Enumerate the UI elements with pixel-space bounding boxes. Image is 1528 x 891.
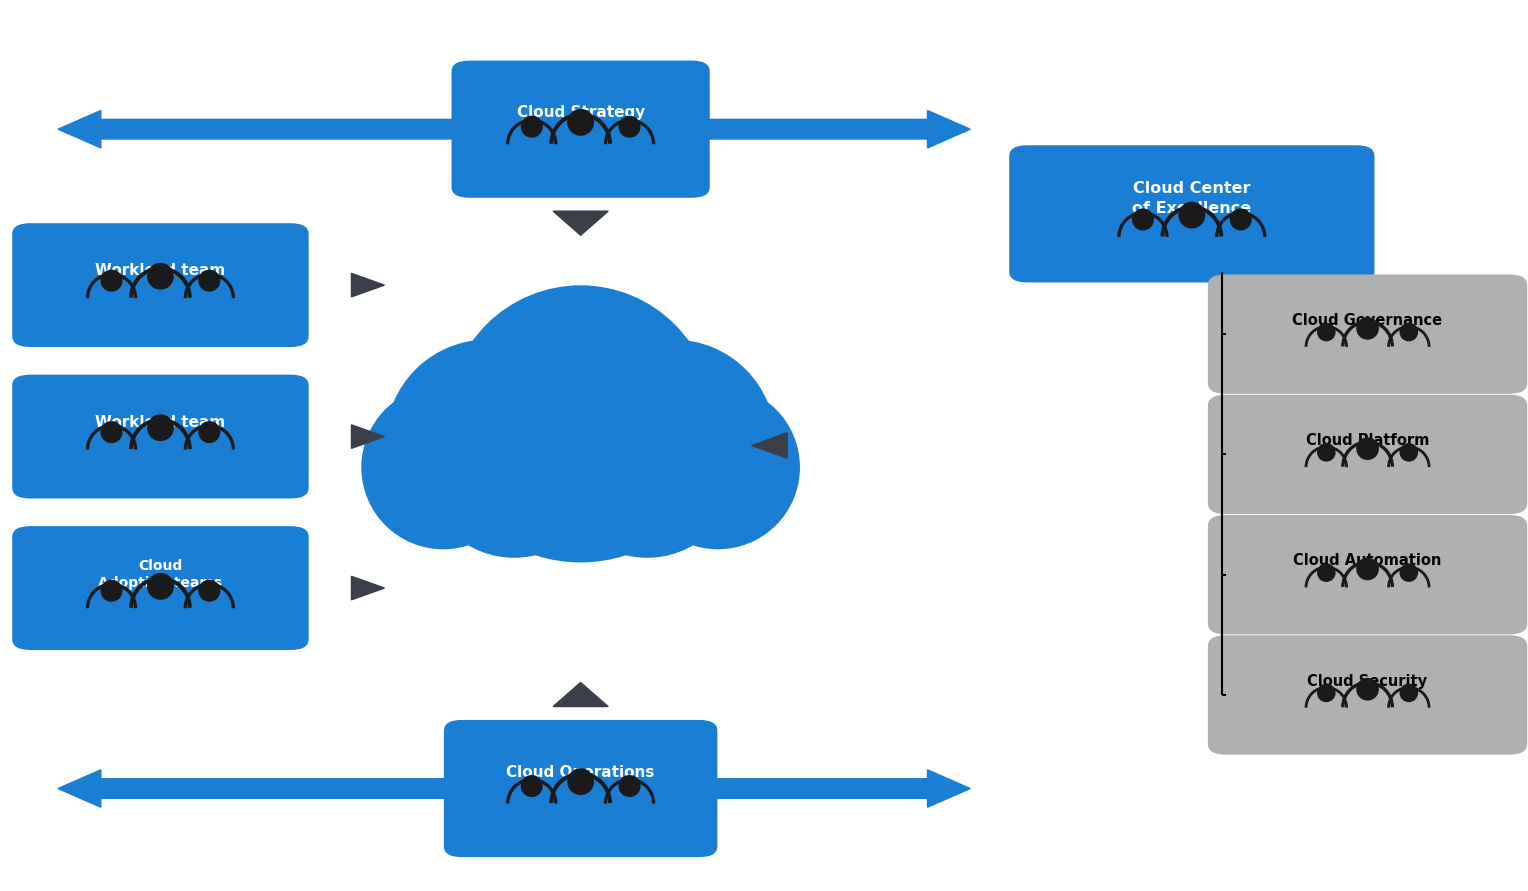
- Polygon shape: [351, 576, 385, 600]
- Ellipse shape: [619, 775, 640, 797]
- Ellipse shape: [1400, 323, 1418, 341]
- Ellipse shape: [1317, 563, 1335, 582]
- Ellipse shape: [101, 421, 122, 443]
- Ellipse shape: [429, 403, 599, 558]
- Ellipse shape: [521, 775, 542, 797]
- Ellipse shape: [1317, 323, 1335, 341]
- FancyBboxPatch shape: [12, 374, 309, 499]
- Ellipse shape: [1400, 443, 1418, 462]
- Ellipse shape: [199, 580, 220, 601]
- Text: Workload team: Workload team: [95, 414, 226, 429]
- Ellipse shape: [1357, 558, 1378, 580]
- FancyBboxPatch shape: [1207, 395, 1526, 514]
- Ellipse shape: [385, 339, 590, 544]
- Text: of Excellence: of Excellence: [1132, 200, 1251, 216]
- Ellipse shape: [619, 116, 640, 138]
- Ellipse shape: [199, 270, 220, 291]
- Ellipse shape: [466, 385, 695, 562]
- Ellipse shape: [1357, 437, 1378, 460]
- Ellipse shape: [199, 421, 220, 443]
- Text: Cloud Governance: Cloud Governance: [1293, 313, 1442, 328]
- Polygon shape: [553, 683, 608, 707]
- Ellipse shape: [147, 573, 174, 600]
- Polygon shape: [752, 433, 787, 458]
- Text: Cloud Platform: Cloud Platform: [1306, 433, 1429, 448]
- Text: Cloud Strategy: Cloud Strategy: [516, 105, 645, 120]
- FancyBboxPatch shape: [12, 526, 309, 650]
- FancyBboxPatch shape: [443, 720, 717, 857]
- Text: Cloud Security: Cloud Security: [1308, 674, 1427, 689]
- FancyArrow shape: [58, 110, 469, 148]
- Polygon shape: [351, 425, 385, 448]
- Polygon shape: [351, 274, 385, 297]
- FancyArrow shape: [691, 110, 970, 148]
- Ellipse shape: [567, 768, 594, 795]
- Ellipse shape: [147, 263, 174, 290]
- Polygon shape: [553, 211, 608, 235]
- FancyBboxPatch shape: [12, 223, 309, 347]
- Text: Cloud Center: Cloud Center: [1134, 181, 1250, 196]
- Ellipse shape: [1132, 208, 1154, 231]
- Text: Cloud: Cloud: [139, 559, 182, 573]
- Ellipse shape: [1317, 443, 1335, 462]
- Text: Cloud Operations: Cloud Operations: [506, 764, 656, 780]
- FancyArrow shape: [700, 770, 970, 807]
- Text: Cloud Automation: Cloud Automation: [1293, 553, 1442, 568]
- FancyArrow shape: [58, 770, 461, 807]
- Ellipse shape: [147, 414, 174, 441]
- FancyBboxPatch shape: [451, 61, 709, 198]
- Text: Adoption teams: Adoption teams: [98, 576, 223, 590]
- Ellipse shape: [567, 109, 594, 135]
- Ellipse shape: [571, 339, 776, 544]
- Ellipse shape: [1357, 317, 1378, 339]
- Ellipse shape: [1357, 678, 1378, 700]
- Ellipse shape: [1400, 683, 1418, 702]
- Ellipse shape: [1178, 201, 1206, 228]
- FancyBboxPatch shape: [1008, 145, 1374, 282]
- Ellipse shape: [448, 285, 714, 552]
- Ellipse shape: [101, 270, 122, 291]
- Ellipse shape: [636, 385, 801, 550]
- FancyBboxPatch shape: [1207, 515, 1526, 634]
- Ellipse shape: [562, 403, 732, 558]
- Text: Workload team: Workload team: [95, 263, 226, 278]
- FancyBboxPatch shape: [1207, 635, 1526, 755]
- Ellipse shape: [1230, 208, 1251, 231]
- FancyBboxPatch shape: [1207, 274, 1526, 394]
- Ellipse shape: [361, 385, 526, 550]
- Ellipse shape: [101, 580, 122, 601]
- Ellipse shape: [521, 116, 542, 138]
- Ellipse shape: [1400, 563, 1418, 582]
- Ellipse shape: [1317, 683, 1335, 702]
